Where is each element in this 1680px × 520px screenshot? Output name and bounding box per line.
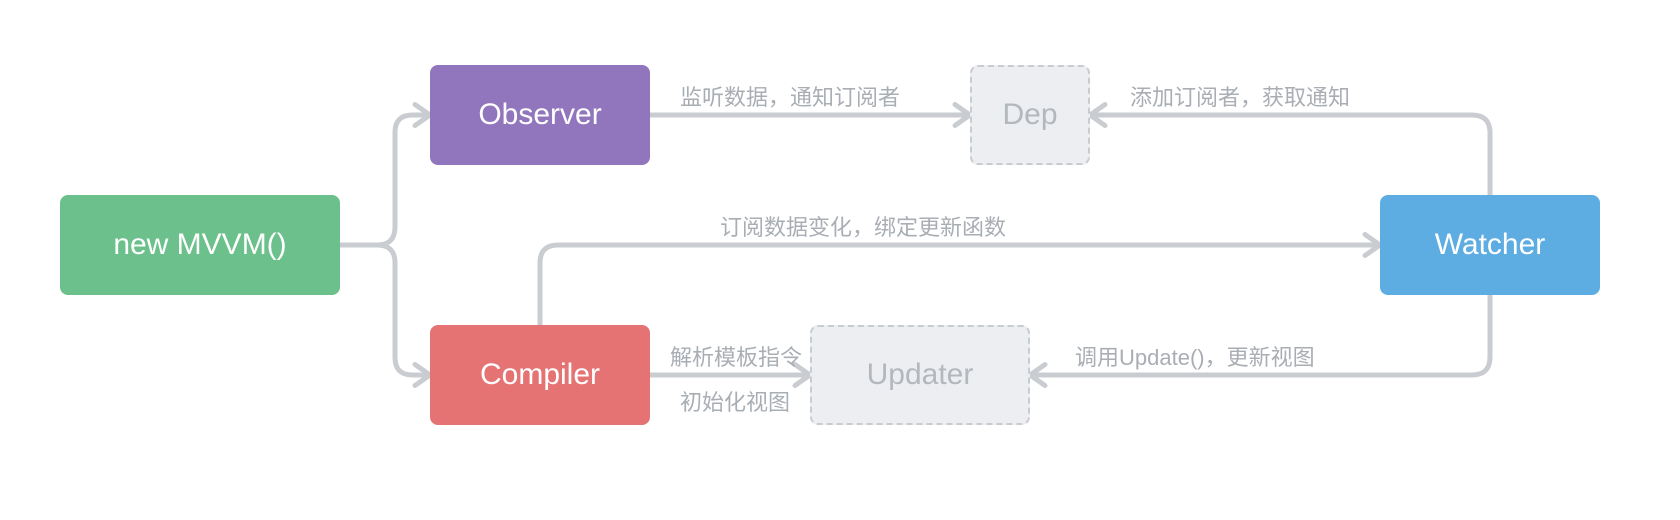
edge-label-watcher-dep: 添加订阅者，获取通知	[1130, 80, 1350, 112]
node-mvvm: new MVVM()	[60, 195, 340, 295]
node-compiler: Compiler	[430, 325, 650, 425]
edge-label-observer-dep: 监听数据，通知订阅者	[680, 80, 900, 112]
node-observer: Observer	[430, 65, 650, 165]
node-label: Dep	[1002, 98, 1057, 132]
node-label: Observer	[478, 98, 601, 132]
edge-label-compiler-updater-a: 解析模板指令	[670, 340, 802, 372]
node-updater: Updater	[810, 325, 1030, 425]
node-dep: Dep	[970, 65, 1090, 165]
node-label: new MVVM()	[113, 228, 286, 262]
node-watcher: Watcher	[1380, 195, 1600, 295]
edge-label-compiler-updater-b: 初始化视图	[680, 385, 790, 417]
node-label: Compiler	[480, 358, 600, 392]
edge-label-compiler-watcher: 订阅数据变化，绑定更新函数	[720, 210, 1006, 242]
node-label: Watcher	[1435, 228, 1546, 262]
diagram-canvas: new MVVM() Observer Compiler Dep Updater…	[0, 0, 1680, 520]
edge-label-watcher-updater: 调用Update()，更新视图	[1075, 340, 1315, 372]
node-label: Updater	[867, 358, 974, 392]
